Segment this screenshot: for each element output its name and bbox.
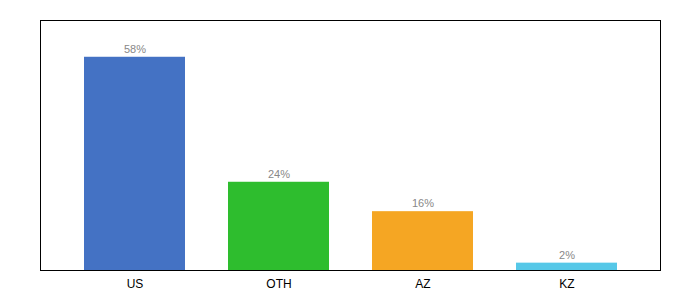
svg-text:US: US: [127, 277, 144, 291]
svg-text:AZ: AZ: [415, 277, 430, 291]
svg-text:2%: 2%: [559, 249, 575, 261]
svg-text:16%: 16%: [412, 197, 434, 209]
svg-text:KZ: KZ: [559, 277, 574, 291]
svg-text:24%: 24%: [268, 168, 290, 180]
svg-text:58%: 58%: [124, 43, 146, 55]
svg-text:OTH: OTH: [266, 277, 291, 291]
